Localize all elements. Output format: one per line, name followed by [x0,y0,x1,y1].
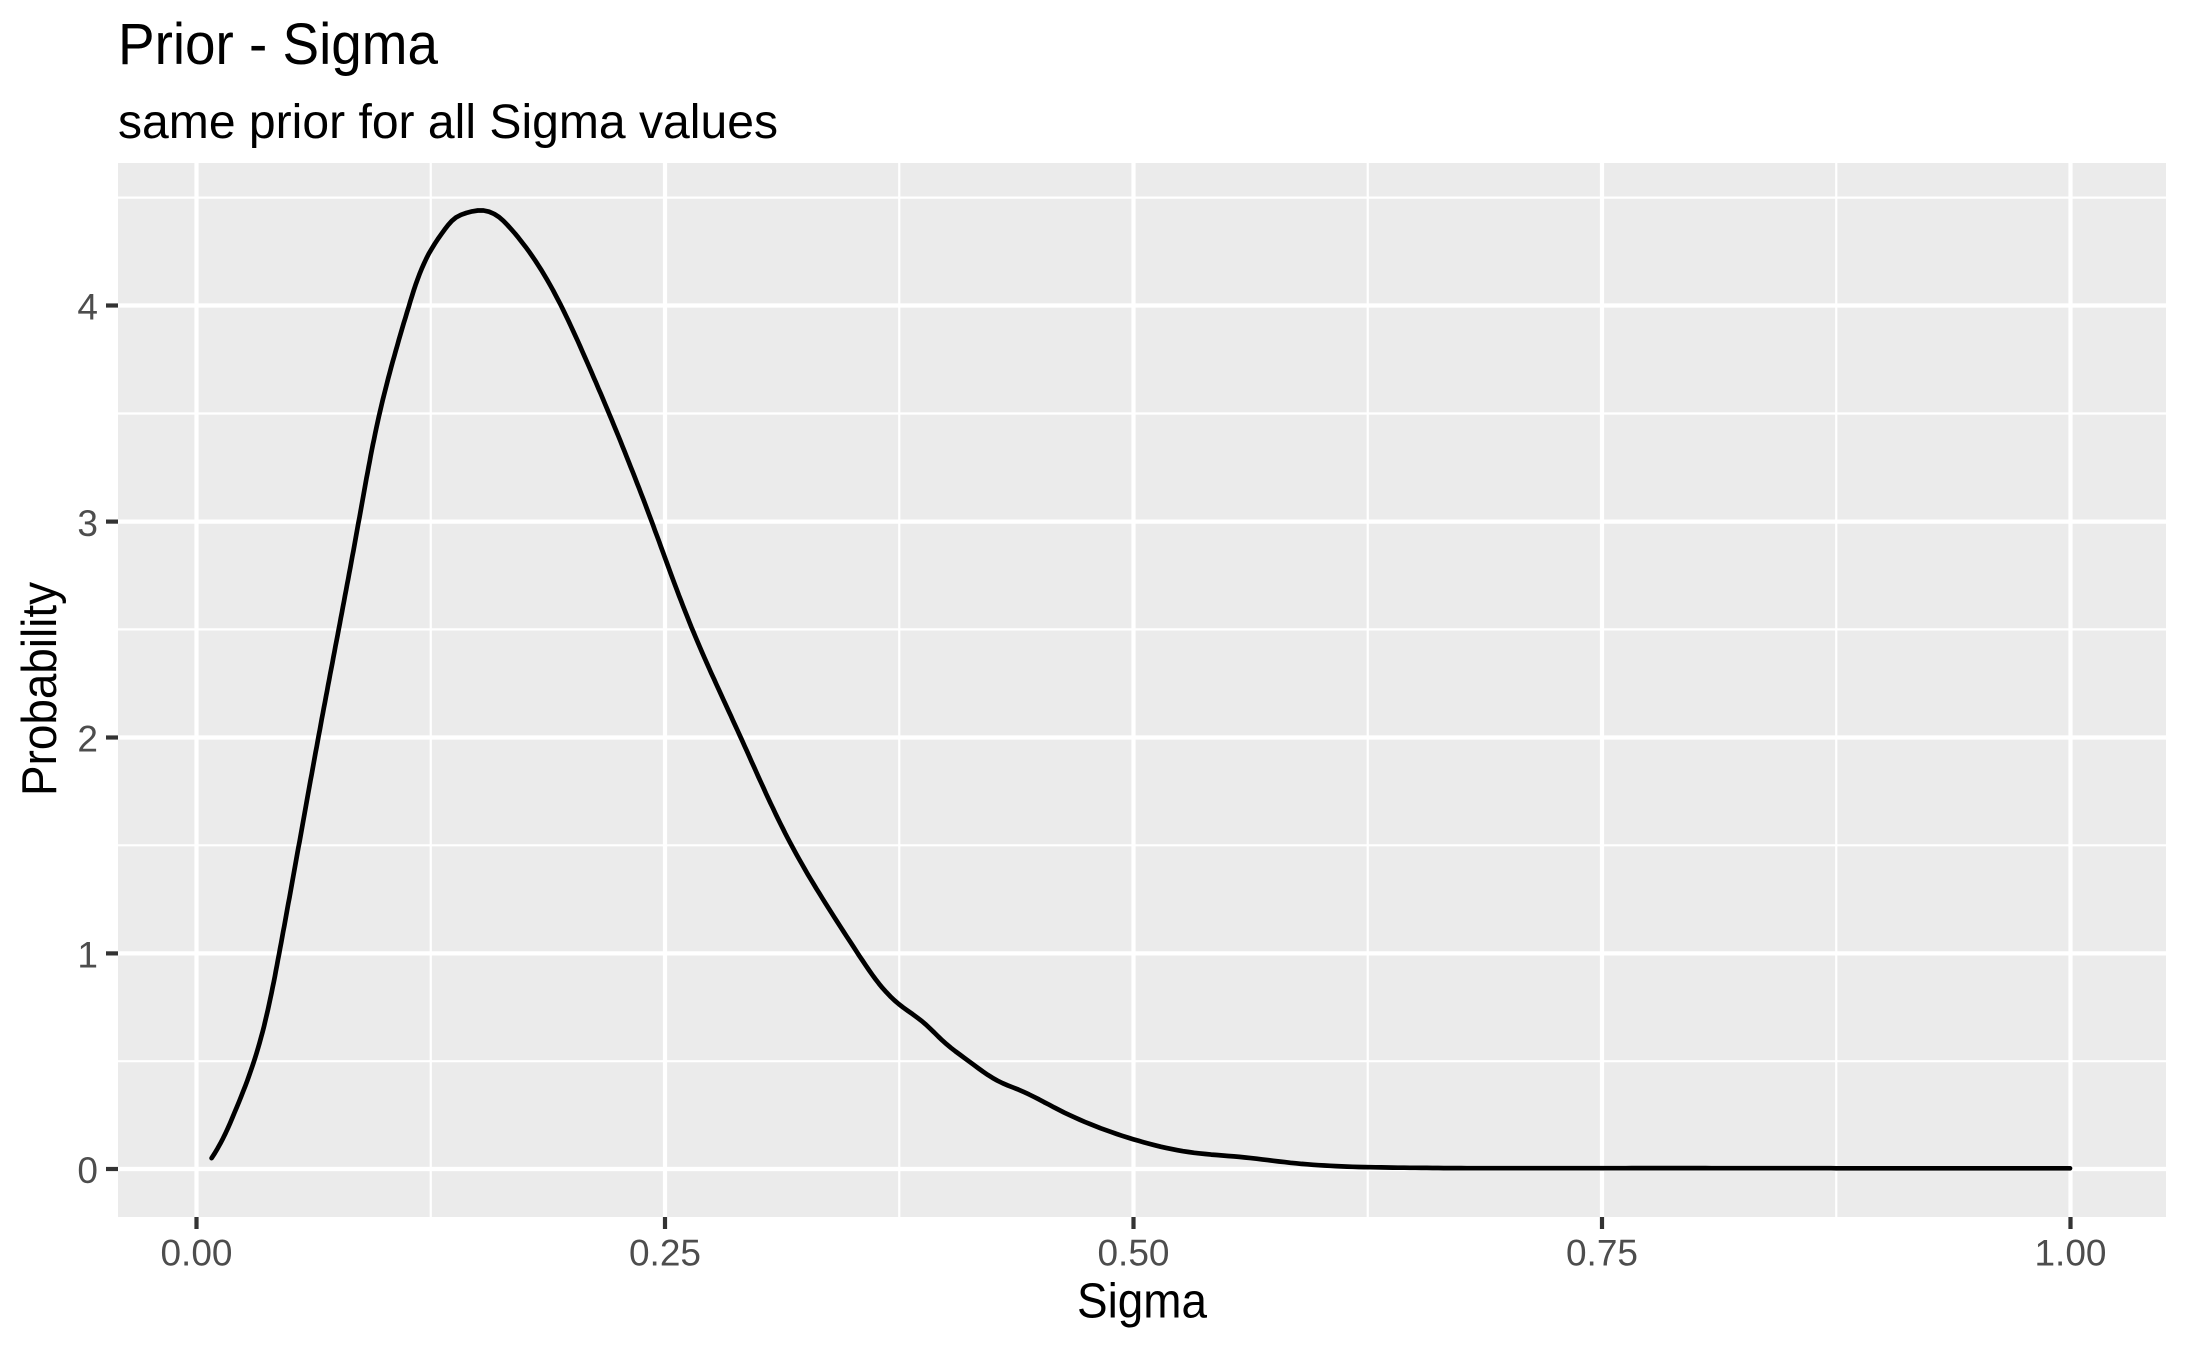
svg-text:3: 3 [77,503,98,544]
svg-text:0: 0 [77,1150,98,1191]
svg-text:1: 1 [77,935,98,976]
svg-text:0.00: 0.00 [160,1233,232,1274]
svg-text:Sigma: Sigma [1077,1275,1208,1329]
svg-text:0.25: 0.25 [629,1233,701,1274]
svg-text:Probability: Probability [13,582,67,796]
svg-text:same prior for all Sigma value: same prior for all Sigma values [118,96,778,149]
svg-text:0.75: 0.75 [1566,1233,1638,1274]
svg-text:1.00: 1.00 [2034,1233,2106,1274]
svg-text:Prior - Sigma: Prior - Sigma [118,12,439,77]
svg-text:0.50: 0.50 [1097,1233,1169,1274]
svg-text:2: 2 [77,719,98,760]
svg-text:4: 4 [77,287,98,328]
